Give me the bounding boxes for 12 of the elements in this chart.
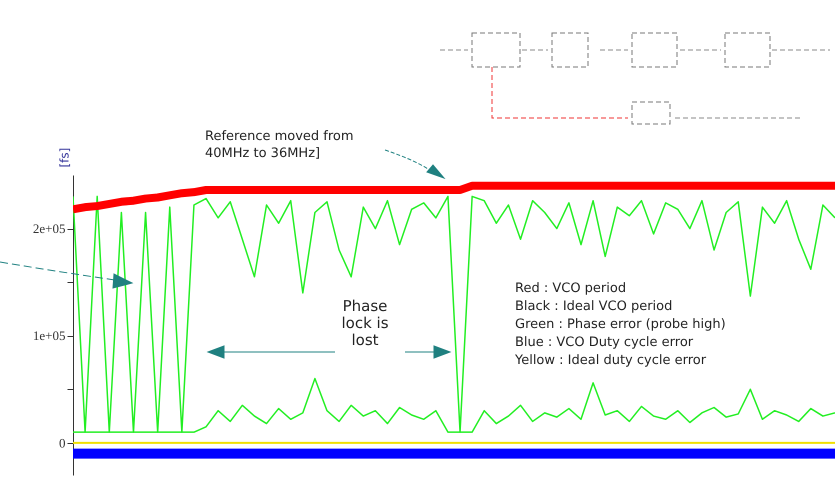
text: Reference moved from 40MHz to 36MHz] [205, 128, 355, 162]
y-tick-label: 1e+05 [32, 328, 66, 344]
annotation: Phase lock is lost [340, 297, 390, 349]
annotation: Green : Phase error (probe high) [515, 316, 727, 333]
annotation: Black : Ideal VCO period [515, 298, 674, 315]
y-tick-label: 2e+05 [32, 221, 66, 236]
y-tick-label: 0 [59, 435, 66, 450]
line-series [73, 196, 835, 433]
annotation: Red : VCO period [515, 280, 628, 297]
annotation: Blue : VCO Duty cycle error [515, 334, 694, 351]
annotation: Yellow : Ideal duty cycle error [515, 352, 708, 369]
y-axis-title: [fs] [58, 148, 72, 168]
